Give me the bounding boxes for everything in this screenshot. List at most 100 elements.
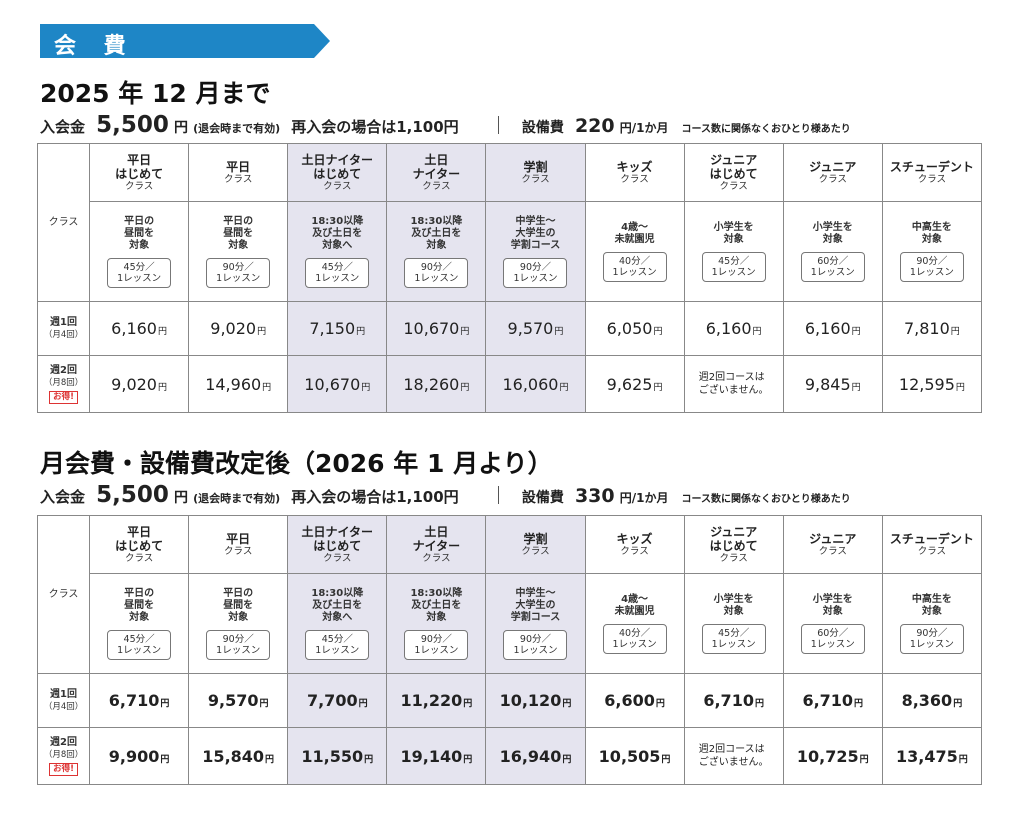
not-available-note: 週2回コースは ございません。 <box>699 371 769 397</box>
price-cell: 6,160円 <box>89 301 190 356</box>
class-name-line1: ジュニア <box>710 152 758 167</box>
yen-unit: 円 <box>259 699 269 709</box>
price-cell: 12,595円 <box>881 355 983 413</box>
price-cell: 10,505円 <box>584 727 685 785</box>
class-suffix: クラス <box>224 173 253 185</box>
class-description: 18:30以降 及び土日を 対象 90分／ 1レッスン <box>386 201 487 302</box>
price: 9,570円 <box>508 319 564 338</box>
price: 11,220円 <box>400 691 472 710</box>
price-cell: 9,900円 <box>89 727 190 785</box>
description-line: 対象 <box>723 233 744 245</box>
fee-table-2025: クラス 平日 はじめて クラス 平日 クラス 土日ナイター はじめて クラス 土日 ナイター クラス学… <box>36 143 983 413</box>
price: 13,475円 <box>896 747 968 766</box>
frequency-sub: （月8回） <box>43 377 84 388</box>
description-line: 4歳～ <box>621 221 649 233</box>
price-cell: 9,845円 <box>782 355 883 413</box>
class-header: ジュニア はじめて クラス <box>683 143 784 202</box>
duration-lesson: 1レッスン <box>909 638 954 650</box>
duration-box: 45分／ 1レッスン <box>305 629 370 660</box>
description-line: 昼間を <box>223 599 254 611</box>
price-cell: 11,550円 <box>287 727 388 785</box>
price: 6,160円 <box>111 319 167 338</box>
duration-box: 40分／ 1レッスン <box>602 251 667 282</box>
divider <box>497 486 499 504</box>
price-value: 6,050 <box>606 319 653 338</box>
description-line: 学割コース <box>510 239 561 251</box>
yen-unit: 円 <box>953 699 963 709</box>
price-cell: 7,700円 <box>287 673 388 728</box>
reentry-note: 再入会の場合は1,100円 <box>291 488 459 506</box>
description-line: 平日の <box>223 215 254 227</box>
class-label: クラス <box>36 143 91 302</box>
class-suffix: クラス <box>323 552 352 564</box>
description-line: 対象へ <box>322 611 353 623</box>
duration-lesson: 1レッスン <box>216 644 261 656</box>
description-line: 対象 <box>129 611 150 623</box>
duration-minutes: 40分／ <box>619 627 651 639</box>
description-line: 対象 <box>822 233 843 245</box>
duration-box: 90分／ 1レッスン <box>404 629 469 660</box>
yen-unit: 円 <box>752 327 762 337</box>
duration-minutes: 45分／ <box>123 633 155 645</box>
class-name-line2: はじめて <box>709 538 758 553</box>
frequency-main: 週2回 <box>50 736 77 748</box>
deal-badge: お得! <box>49 762 78 776</box>
class-header: ジュニア クラス <box>782 515 883 574</box>
description-line: 学割コース <box>510 611 561 623</box>
class-description: 平日の 昼間を 対象 90分／ 1レッスン <box>188 201 289 302</box>
price-value: 16,060 <box>502 374 559 394</box>
frequency-label: 週1回 （月4回） <box>36 673 91 728</box>
duration-box: 90分／ 1レッスン <box>404 257 469 288</box>
class-name-line2: はじめて <box>115 166 164 181</box>
price: 6,710円 <box>703 691 764 710</box>
duration-minutes: 45分／ <box>321 633 353 645</box>
section-title-2026: 月会費・設備費改定後（2026 年 1 月より） <box>40 449 553 478</box>
equipment-fee-label: 設備費 <box>521 120 564 136</box>
banner-arrow-shape <box>40 24 330 58</box>
description-line: 及び土日を <box>411 227 462 239</box>
yen-unit: 円 <box>854 699 864 709</box>
price-cell: 6,160円 <box>782 301 883 356</box>
class-name-line2: はじめて <box>313 538 362 553</box>
description-line: 小学生を <box>713 221 754 233</box>
class-name-line1: 平日 <box>226 531 251 546</box>
description-line: 対象へ <box>322 239 353 251</box>
class-name-line1: ジュニア <box>710 524 758 539</box>
yen-unit: 円 <box>859 754 869 765</box>
frequency-label: 週1回 （月4回） <box>36 301 91 356</box>
price: 9,625円 <box>607 375 663 394</box>
yen-unit: 円 <box>554 327 564 337</box>
price-cell: 10,120円 <box>485 673 586 728</box>
section-banner: 会 費 <box>40 24 330 59</box>
description-line: 18:30以降 <box>311 215 364 227</box>
class-header: キッズ クラス <box>584 515 685 574</box>
duration-lesson: 1レッスン <box>513 272 558 284</box>
yen-unit: 円 <box>562 699 572 709</box>
frequency-label: 週2回 （月8回） お得! <box>36 355 91 413</box>
price: 12,595円 <box>899 375 965 394</box>
duration-minutes: 90分／ <box>222 261 254 273</box>
equipment-fee-amount: 220 <box>574 115 615 137</box>
price: 10,725円 <box>797 747 869 766</box>
description-line: 対象 <box>921 605 942 617</box>
price-value: 7,150 <box>309 319 356 338</box>
price: 6,600円 <box>604 691 665 710</box>
duration-box: 90分／ 1レッスン <box>206 629 271 660</box>
description-line: 及び土日を <box>411 599 462 611</box>
class-name-line1: 平日 <box>127 524 152 539</box>
price: 7,700円 <box>307 691 368 710</box>
entry-fee-label: 入会金 <box>40 118 86 136</box>
class-name-line2: ナイター <box>412 166 461 181</box>
class-description: 小学生を 対象 45分／ 1レッスン <box>683 201 784 302</box>
yen-unit: 円 <box>257 327 267 337</box>
class-suffix: クラス <box>323 180 352 192</box>
description-line: 及び土日を <box>312 227 363 239</box>
price: 9,020円 <box>210 319 266 338</box>
duration-lesson: 1レッスン <box>810 638 855 650</box>
duration-box: 90分／ 1レッスン <box>503 629 568 660</box>
price: 6,160円 <box>805 319 861 338</box>
frequency-label: 週2回 （月8回） お得! <box>36 727 91 785</box>
class-header: ジュニア クラス <box>782 143 883 202</box>
na-line1: 週2回コースは <box>698 372 765 383</box>
class-header: スチューデント クラス <box>881 515 983 574</box>
